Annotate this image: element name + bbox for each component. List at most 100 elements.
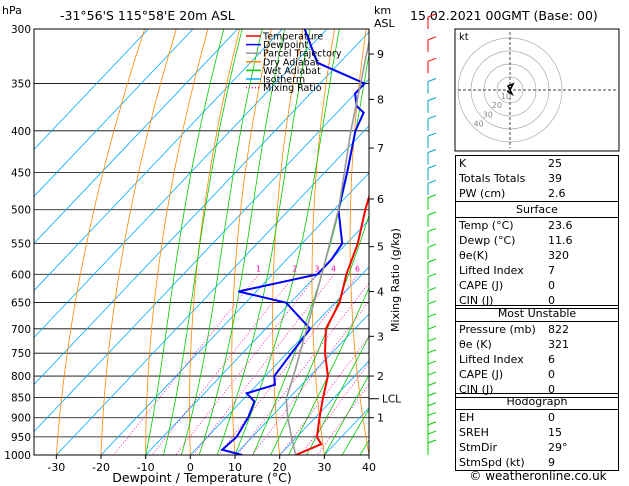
- isotherm: [100, 172, 369, 455]
- hodograph-stats-title: Hodograph: [456, 394, 618, 410]
- mixing-ratio-line: [192, 274, 335, 455]
- wind-barb-flag: [427, 421, 437, 426]
- datetime-label: 15.02.2021 00GMT (Base: 00): [410, 8, 598, 23]
- mixing-ratio-label: 3: [315, 264, 320, 273]
- wind-barb-flag: [427, 115, 437, 120]
- series-parcel-trajectory: [285, 38, 369, 455]
- wind-barb-flag: [427, 337, 437, 342]
- x-axis-label: Dewpoint / Temperature (°C): [112, 470, 291, 485]
- pressure-tick-label: 450: [11, 167, 31, 179]
- hodograph-stat-label: SREH: [459, 426, 489, 439]
- pressure-tick-label: 550: [11, 238, 31, 250]
- surface-label: Lifted Index: [459, 264, 524, 277]
- legend-entry: Dewpoint: [263, 40, 308, 51]
- wind-barb-flag: [427, 243, 437, 248]
- mixing-ratio-label: 1: [256, 264, 261, 273]
- wind-barb-flag: [427, 194, 437, 199]
- hodograph-stat-row: SREH 15: [456, 425, 618, 440]
- hodograph-trace: [506, 82, 515, 97]
- most-unstable-label: Lifted Index: [459, 353, 524, 366]
- surface-row: CAPE (J) 0: [456, 278, 618, 293]
- most-unstable-label: θe (K): [459, 338, 492, 351]
- hodograph-stat-value: 9: [548, 456, 555, 469]
- plot-frame: [33, 28, 370, 456]
- wind-barb-flag: [427, 179, 437, 184]
- index-row: PW (cm) 2.6: [456, 186, 618, 201]
- x-tick-label: -10: [137, 461, 155, 474]
- surface-value: 0: [548, 294, 555, 307]
- mixing-ratio-label: 6: [355, 264, 360, 273]
- mixing-ratio-line: [151, 274, 296, 455]
- wind-barb-flag: [427, 132, 437, 137]
- pressure-tick-label: 650: [11, 298, 31, 310]
- wind-barb-flag: [427, 228, 437, 232]
- mixing-ratio-label: 4: [331, 264, 336, 273]
- x-tick-label: 30: [317, 461, 331, 474]
- hpa-label: hPa: [2, 4, 22, 17]
- surface-row: θe(K) 320: [456, 248, 618, 263]
- x-tick-label: -20: [92, 461, 110, 474]
- wind-barb-flag: [427, 360, 437, 365]
- wind-barb-flag: [427, 402, 437, 407]
- pressure-tick-label: 950: [11, 432, 31, 444]
- isotherm: [56, 125, 369, 455]
- x-tick-label: 0: [187, 461, 194, 474]
- legend-entry: Isotherm: [263, 75, 305, 86]
- hodograph-stats-panel: Hodograph EH 0 SREH 15 StmDir 29° StmSpd (kt) 9: [455, 393, 619, 471]
- wet-adiabat: [288, 286, 369, 455]
- dry-adiabat: [620, 29, 629, 455]
- most-unstable-value: 0: [548, 368, 555, 381]
- wind-barbs: [427, 13, 437, 455]
- most-unstable-row: CAPE (J) 0: [456, 367, 618, 382]
- index-label: Totals Totals: [459, 172, 526, 185]
- wind-barb-flag: [427, 287, 437, 292]
- surface-row: Lifted Index 7: [456, 263, 618, 278]
- most-unstable-value: 321: [548, 338, 569, 351]
- dry-adiabat: [189, 29, 240, 455]
- hodograph-stat-row: StmDir 29°: [456, 440, 618, 455]
- isotherm: [190, 266, 369, 455]
- surface-label: CIN (J): [459, 294, 494, 307]
- station-location: -31°56'S 115°58'E 20m ASL: [60, 8, 235, 23]
- x-tick-label: 20: [273, 461, 287, 474]
- pressure-tick-label: 900: [11, 413, 31, 425]
- hodograph-stat-value: 29°: [548, 441, 568, 454]
- pressure-tick-label: 800: [11, 371, 31, 383]
- isotherm: [34, 78, 369, 433]
- mixing-ratio-line: [236, 282, 369, 455]
- wet-adiabat: [323, 374, 369, 455]
- surface-value: 320: [548, 249, 569, 262]
- hodograph-stat-row: EH 0: [456, 410, 618, 425]
- hodograph-ring-label: 40: [474, 119, 484, 128]
- wind-barb-flag: [427, 97, 437, 102]
- legend-entry: Mixing Ratio: [263, 83, 322, 94]
- pressure-tick-label: 300: [11, 24, 31, 36]
- wet-adiabat: [198, 29, 286, 455]
- km-tick-label: 9: [377, 48, 384, 61]
- most-unstable-panel: Most Unstable Pressure (mb) 822 θe (K) 321 L…: [455, 305, 619, 398]
- hodograph-stat-label: EH: [459, 411, 475, 424]
- surface-label: CAPE (J): [459, 279, 504, 292]
- isotherm: [34, 29, 238, 245]
- index-value: 2.6: [548, 187, 566, 200]
- wind-barb-flag: [427, 273, 437, 278]
- surface-row: Temp (°C) 23.6: [456, 218, 618, 233]
- mixing-ratio-label: 8: [373, 264, 378, 273]
- wet-adiabat: [341, 408, 369, 455]
- most-unstable-title: Most Unstable: [456, 306, 618, 322]
- pressure-tick-label: 750: [11, 348, 31, 360]
- wind-barb-flag: [427, 325, 437, 330]
- indices-panel: K 25 Totals Totals 39 PW (cm) 2.6: [455, 155, 619, 202]
- surface-value: 11.6: [548, 234, 573, 247]
- wind-barb-flag: [427, 211, 437, 216]
- surface-row: Dewp (°C) 11.6: [456, 233, 618, 248]
- isotherm: [34, 29, 283, 292]
- most-unstable-row: Pressure (mb) 822: [456, 322, 618, 337]
- km-tick-label: 6: [377, 193, 384, 206]
- mixing-ratio-line: [279, 336, 369, 455]
- most-unstable-row: CIN (J) 0: [456, 382, 618, 397]
- index-row: K 25: [456, 156, 618, 171]
- index-row: Totals Totals 39: [456, 171, 618, 186]
- wind-barb-flag: [427, 36, 437, 41]
